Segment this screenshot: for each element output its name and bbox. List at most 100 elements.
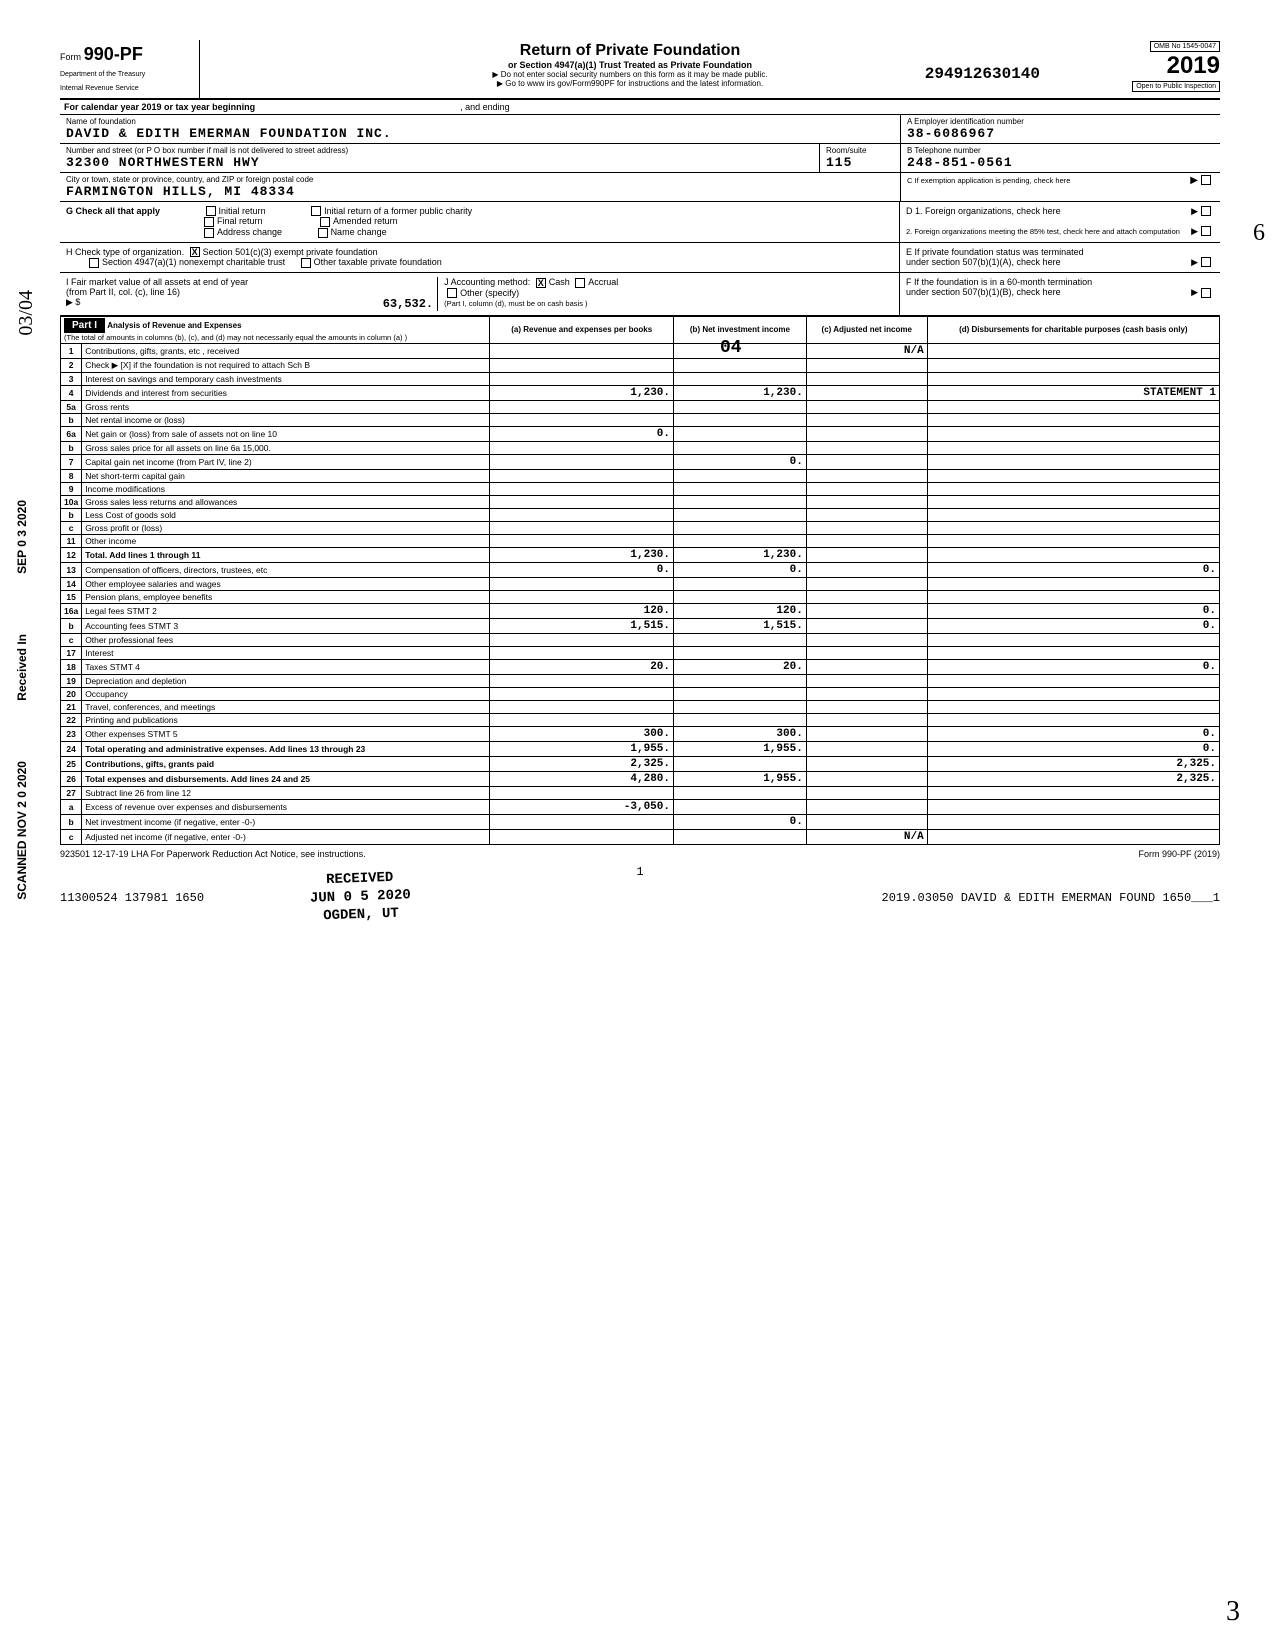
col-d-value — [927, 358, 1219, 372]
col-a-value — [490, 482, 674, 495]
main-title: Return of Private Foundation — [210, 42, 1050, 60]
row-label: Depreciation and depletion — [82, 674, 490, 687]
row-label: Accounting fees STMT 3 — [82, 618, 490, 633]
section-i-j: I Fair market value of all assets at end… — [60, 273, 900, 315]
row-label: Other income — [82, 534, 490, 547]
col-b-value — [674, 358, 807, 372]
table-row: 20 Occupancy — [61, 687, 1220, 700]
col-c-value — [806, 495, 927, 508]
col-b-value: 1,230. — [674, 547, 807, 562]
col-c-value — [806, 508, 927, 521]
i-j-f-row: I Fair market value of all assets at end… — [60, 273, 1220, 316]
f-checkbox[interactable] — [1201, 288, 1211, 298]
table-row: 19 Depreciation and depletion — [61, 674, 1220, 687]
col-c-value — [806, 700, 927, 713]
row-number: b — [61, 508, 82, 521]
public-inspection: Open to Public Inspection — [1132, 81, 1220, 92]
table-row: 18 Taxes STMT 4 20. 20. 0. — [61, 659, 1220, 674]
room-cell: Room/suite 115 — [820, 144, 900, 173]
section-e: E If private foundation status was termi… — [900, 243, 1220, 272]
d2-checkbox[interactable] — [1201, 226, 1211, 236]
row-number: 18 — [61, 659, 82, 674]
table-row: 7 Capital gain net income (from Part IV,… — [61, 454, 1220, 469]
j-note: (Part I, column (d), must be on cash bas… — [444, 299, 587, 308]
e-checkbox[interactable] — [1201, 257, 1211, 267]
col-b-value — [674, 590, 807, 603]
g-name-change[interactable] — [318, 228, 328, 238]
col-d-value — [927, 454, 1219, 469]
col-b-value — [674, 372, 807, 385]
col-c-value — [806, 482, 927, 495]
row-label: Printing and publications — [82, 713, 490, 726]
col-c-value — [806, 799, 927, 814]
table-row: 27 Subtract line 26 from line 12 — [61, 786, 1220, 799]
dept-irs: Internal Revenue Service — [60, 85, 189, 93]
section-f: F If the foundation is in a 60-month ter… — [900, 273, 1220, 315]
row-number: 16a — [61, 603, 82, 618]
row-number: 14 — [61, 577, 82, 590]
g-final-return[interactable] — [204, 217, 214, 227]
col-d-value: 0. — [927, 741, 1219, 756]
col-a-value — [490, 700, 674, 713]
g-address-change[interactable] — [204, 228, 214, 238]
row-label: Legal fees STMT 2 — [82, 603, 490, 618]
col-a-value — [490, 674, 674, 687]
col-c-value: N/A — [806, 829, 927, 844]
col-c-value — [806, 674, 927, 687]
table-row: 23 Other expenses STMT 5 300. 300. 0. — [61, 726, 1220, 741]
j-cash-checkbox[interactable]: X — [536, 278, 546, 288]
h-other-checkbox[interactable] — [301, 258, 311, 268]
col-a-value — [490, 372, 674, 385]
table-row: 6a Net gain or (loss) from sale of asset… — [61, 426, 1220, 441]
col-b-value — [674, 482, 807, 495]
col-a-value — [490, 441, 674, 454]
table-row: 24 Total operating and administrative ex… — [61, 741, 1220, 756]
col-d-value — [927, 799, 1219, 814]
ein-label: A Employer identification number — [907, 117, 1214, 126]
row-number: c — [61, 521, 82, 534]
row-label: Gross rents — [82, 400, 490, 413]
col-b-value — [674, 687, 807, 700]
col-a-value — [490, 814, 674, 829]
col-b-value: 300. — [674, 726, 807, 741]
h-501c3-checkbox[interactable]: X — [190, 247, 200, 257]
row-label: Other employee salaries and wages — [82, 577, 490, 590]
g-amended[interactable] — [320, 217, 330, 227]
j-accrual-checkbox[interactable] — [575, 278, 585, 288]
col-a-value — [490, 534, 674, 547]
col-d-header: (d) Disbursements for charitable purpose… — [927, 316, 1219, 343]
col-a-value: 1,955. — [490, 741, 674, 756]
col-c-value — [806, 814, 927, 829]
col-c-value — [806, 469, 927, 482]
d1-checkbox[interactable] — [1201, 206, 1211, 216]
section-d: D 1. Foreign organizations, check here ▶… — [900, 202, 1220, 242]
g-initial-former[interactable] — [311, 206, 321, 216]
col-d-value — [927, 521, 1219, 534]
col-d-value — [927, 482, 1219, 495]
col-b-value — [674, 495, 807, 508]
row-number: 3 — [61, 372, 82, 385]
col-c-value — [806, 786, 927, 799]
j-other-checkbox[interactable] — [447, 288, 457, 298]
identity-block: Name of foundation DAVID & EDITH EMERMAN… — [60, 115, 1220, 202]
row-number: 1 — [61, 343, 82, 358]
address-value: 32300 NORTHWESTERN HWY — [66, 155, 813, 170]
g-initial-return[interactable] — [206, 206, 216, 216]
address-cell: Number and street (or P O box number if … — [60, 144, 820, 173]
h-e-row: H Check type of organization. XSection 5… — [60, 243, 1220, 273]
col-c-value — [806, 590, 927, 603]
col-c-value: N/A — [806, 343, 927, 358]
d1-label: D 1. Foreign organizations, check here — [906, 206, 1061, 216]
row-number: 8 — [61, 469, 82, 482]
row-label: Contributions, gifts, grants paid — [82, 756, 490, 771]
form-prefix: Form — [60, 52, 81, 62]
table-row: 14 Other employee salaries and wages — [61, 577, 1220, 590]
page-number: 1 — [60, 859, 1220, 885]
tax-year: 2019 — [1068, 52, 1220, 80]
table-row: b Net rental income or (loss) — [61, 413, 1220, 426]
row-number: 9 — [61, 482, 82, 495]
h-4947-checkbox[interactable] — [89, 258, 99, 268]
col-a-value — [490, 508, 674, 521]
form-id-box: Form 990-PF Department of the Treasury I… — [60, 40, 200, 98]
c-checkbox[interactable] — [1201, 175, 1211, 185]
